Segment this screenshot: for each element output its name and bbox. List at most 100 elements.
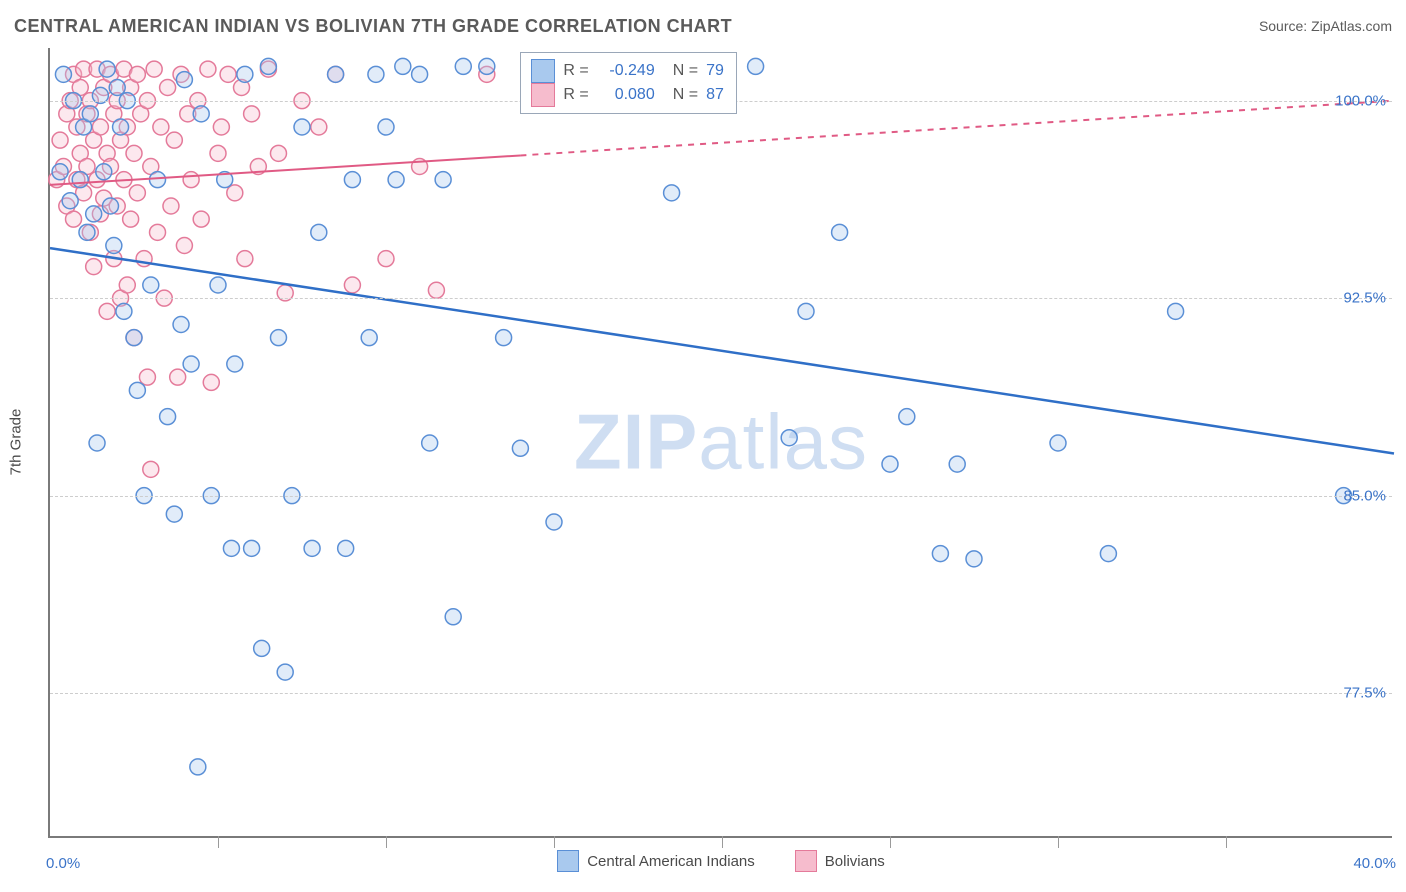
trend-line bbox=[50, 248, 1394, 453]
data-point bbox=[126, 330, 142, 346]
data-point bbox=[304, 540, 320, 556]
legend-item: Bolivians bbox=[795, 850, 885, 872]
data-point bbox=[311, 224, 327, 240]
data-point bbox=[479, 58, 495, 74]
data-point bbox=[260, 58, 276, 74]
data-point bbox=[193, 106, 209, 122]
data-point bbox=[86, 206, 102, 222]
x-tick bbox=[218, 836, 219, 848]
plot-inner: ZIPatlas R =-0.249N =79R =0.080N =87 7th… bbox=[48, 48, 1392, 838]
data-point bbox=[455, 58, 471, 74]
data-point bbox=[412, 66, 428, 82]
data-point bbox=[223, 540, 239, 556]
data-point bbox=[163, 198, 179, 214]
data-point bbox=[388, 172, 404, 188]
legend-swatch bbox=[557, 850, 579, 872]
data-point bbox=[176, 238, 192, 254]
legend-bottom: Central American IndiansBolivians bbox=[50, 850, 1392, 872]
data-point bbox=[798, 303, 814, 319]
data-point bbox=[227, 185, 243, 201]
data-point bbox=[832, 224, 848, 240]
data-point bbox=[546, 514, 562, 530]
series-swatch bbox=[531, 83, 555, 107]
data-point bbox=[368, 66, 384, 82]
chart-title: CENTRAL AMERICAN INDIAN VS BOLIVIAN 7TH … bbox=[14, 16, 732, 37]
data-point bbox=[781, 430, 797, 446]
data-point bbox=[106, 238, 122, 254]
data-point bbox=[102, 198, 118, 214]
data-point bbox=[664, 185, 680, 201]
data-point bbox=[445, 609, 461, 625]
source-prefix: Source: bbox=[1259, 18, 1311, 34]
data-point bbox=[932, 546, 948, 562]
data-point bbox=[220, 66, 236, 82]
n-value: 87 bbox=[706, 86, 724, 104]
data-point bbox=[126, 145, 142, 161]
data-point bbox=[183, 172, 199, 188]
data-point bbox=[1100, 546, 1116, 562]
data-point bbox=[99, 303, 115, 319]
y-tick-label: 85.0% bbox=[1343, 487, 1386, 504]
data-point bbox=[109, 80, 125, 96]
data-point bbox=[244, 540, 260, 556]
correlation-row: R =0.080N =87 bbox=[531, 83, 723, 107]
source-name: ZipAtlas.com bbox=[1311, 18, 1392, 34]
data-point bbox=[210, 277, 226, 293]
data-point bbox=[170, 369, 186, 385]
x-tick bbox=[386, 836, 387, 848]
data-point bbox=[113, 119, 129, 135]
data-point bbox=[344, 172, 360, 188]
gridline bbox=[50, 693, 1392, 694]
data-point bbox=[55, 66, 71, 82]
data-point bbox=[52, 132, 68, 148]
data-point bbox=[328, 66, 344, 82]
data-point bbox=[428, 282, 444, 298]
data-point bbox=[86, 259, 102, 275]
gridline bbox=[50, 298, 1392, 299]
data-point bbox=[254, 640, 270, 656]
data-point bbox=[270, 330, 286, 346]
r-value: 0.080 bbox=[597, 86, 655, 104]
data-point bbox=[99, 61, 115, 77]
data-point bbox=[150, 172, 166, 188]
gridline bbox=[50, 496, 1392, 497]
r-value: -0.249 bbox=[597, 62, 655, 80]
x-tick bbox=[1226, 836, 1227, 848]
data-point bbox=[176, 72, 192, 88]
data-point bbox=[344, 277, 360, 293]
legend-label: Bolivians bbox=[825, 853, 885, 870]
r-label: R = bbox=[563, 62, 588, 80]
data-point bbox=[160, 80, 176, 96]
x-tick bbox=[722, 836, 723, 848]
data-point bbox=[96, 164, 112, 180]
data-point bbox=[277, 664, 293, 680]
x-tick bbox=[890, 836, 891, 848]
data-point bbox=[82, 106, 98, 122]
data-point bbox=[160, 409, 176, 425]
data-point bbox=[512, 440, 528, 456]
data-point bbox=[244, 106, 260, 122]
data-point bbox=[338, 540, 354, 556]
data-point bbox=[227, 356, 243, 372]
data-point bbox=[89, 435, 105, 451]
r-label: R = bbox=[563, 86, 588, 104]
y-tick-label: 100.0% bbox=[1335, 92, 1386, 109]
data-point bbox=[166, 132, 182, 148]
data-point bbox=[183, 356, 199, 372]
n-value: 79 bbox=[706, 62, 724, 80]
data-point bbox=[203, 374, 219, 390]
data-point bbox=[237, 66, 253, 82]
data-point bbox=[119, 277, 135, 293]
data-point bbox=[422, 435, 438, 451]
data-point bbox=[899, 409, 915, 425]
data-point bbox=[72, 172, 88, 188]
data-point bbox=[378, 251, 394, 267]
header: CENTRAL AMERICAN INDIAN VS BOLIVIAN 7TH … bbox=[0, 0, 1406, 44]
data-point bbox=[395, 58, 411, 74]
data-point bbox=[79, 224, 95, 240]
data-point bbox=[361, 330, 377, 346]
x-tick bbox=[554, 836, 555, 848]
y-tick-label: 92.5% bbox=[1343, 290, 1386, 307]
legend-swatch bbox=[795, 850, 817, 872]
data-point bbox=[237, 251, 253, 267]
